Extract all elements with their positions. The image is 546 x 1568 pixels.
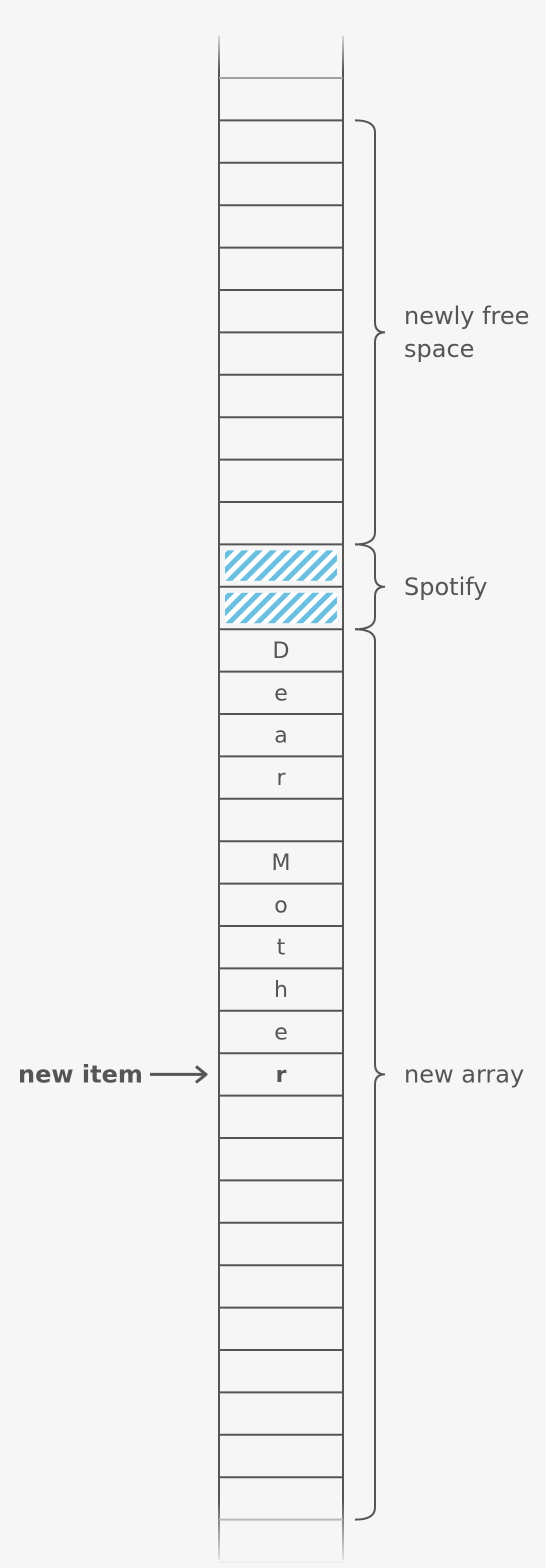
brace-label: space xyxy=(404,335,474,363)
cell-letter: h xyxy=(274,978,288,1003)
brace-group: newly free space xyxy=(354,119,529,546)
memory-cell: r xyxy=(276,766,286,791)
memory-cell xyxy=(225,550,337,581)
cell-letter: M xyxy=(272,851,291,876)
brace-label: Spotify xyxy=(404,573,487,601)
memory-cell xyxy=(225,592,337,624)
curly-brace xyxy=(354,119,386,546)
memory-cell: e xyxy=(274,681,288,706)
cell-letter: o xyxy=(274,893,287,918)
cell-letter: e xyxy=(274,681,288,706)
cell-letter: t xyxy=(277,936,286,961)
arrow-head-icon xyxy=(195,1065,208,1084)
cell-letter: e xyxy=(274,1021,288,1046)
memory-cell: r xyxy=(276,1063,287,1088)
memory-cell: o xyxy=(274,893,287,918)
hatched-block xyxy=(225,550,337,581)
hatched-block xyxy=(225,592,337,624)
curly-brace xyxy=(354,628,386,1521)
brace-annotations: newly free space Spotify new array xyxy=(354,119,529,1521)
memory-cell: a xyxy=(274,724,287,749)
new-item-pointer: new item xyxy=(18,1060,208,1088)
memory-cell: e xyxy=(274,1021,288,1046)
new-item-label: new item xyxy=(18,1060,143,1088)
brace-label: new array xyxy=(404,1060,524,1088)
cell-letter: r xyxy=(276,766,286,791)
brace-group: Spotify xyxy=(354,543,487,631)
memory-cell: h xyxy=(274,978,288,1003)
cell-letter: D xyxy=(273,639,290,664)
memory-cell: M xyxy=(272,851,291,876)
brace-label: newly free xyxy=(404,302,529,330)
memory-cell: t xyxy=(277,936,286,961)
memory-cell: D xyxy=(273,639,290,664)
bottom-fade xyxy=(210,1500,355,1568)
brace-group: new array xyxy=(354,628,524,1521)
cell-letter: r xyxy=(276,1063,287,1088)
top-fade xyxy=(210,28,355,70)
curly-brace xyxy=(354,543,386,631)
cell-letter: a xyxy=(274,724,287,749)
